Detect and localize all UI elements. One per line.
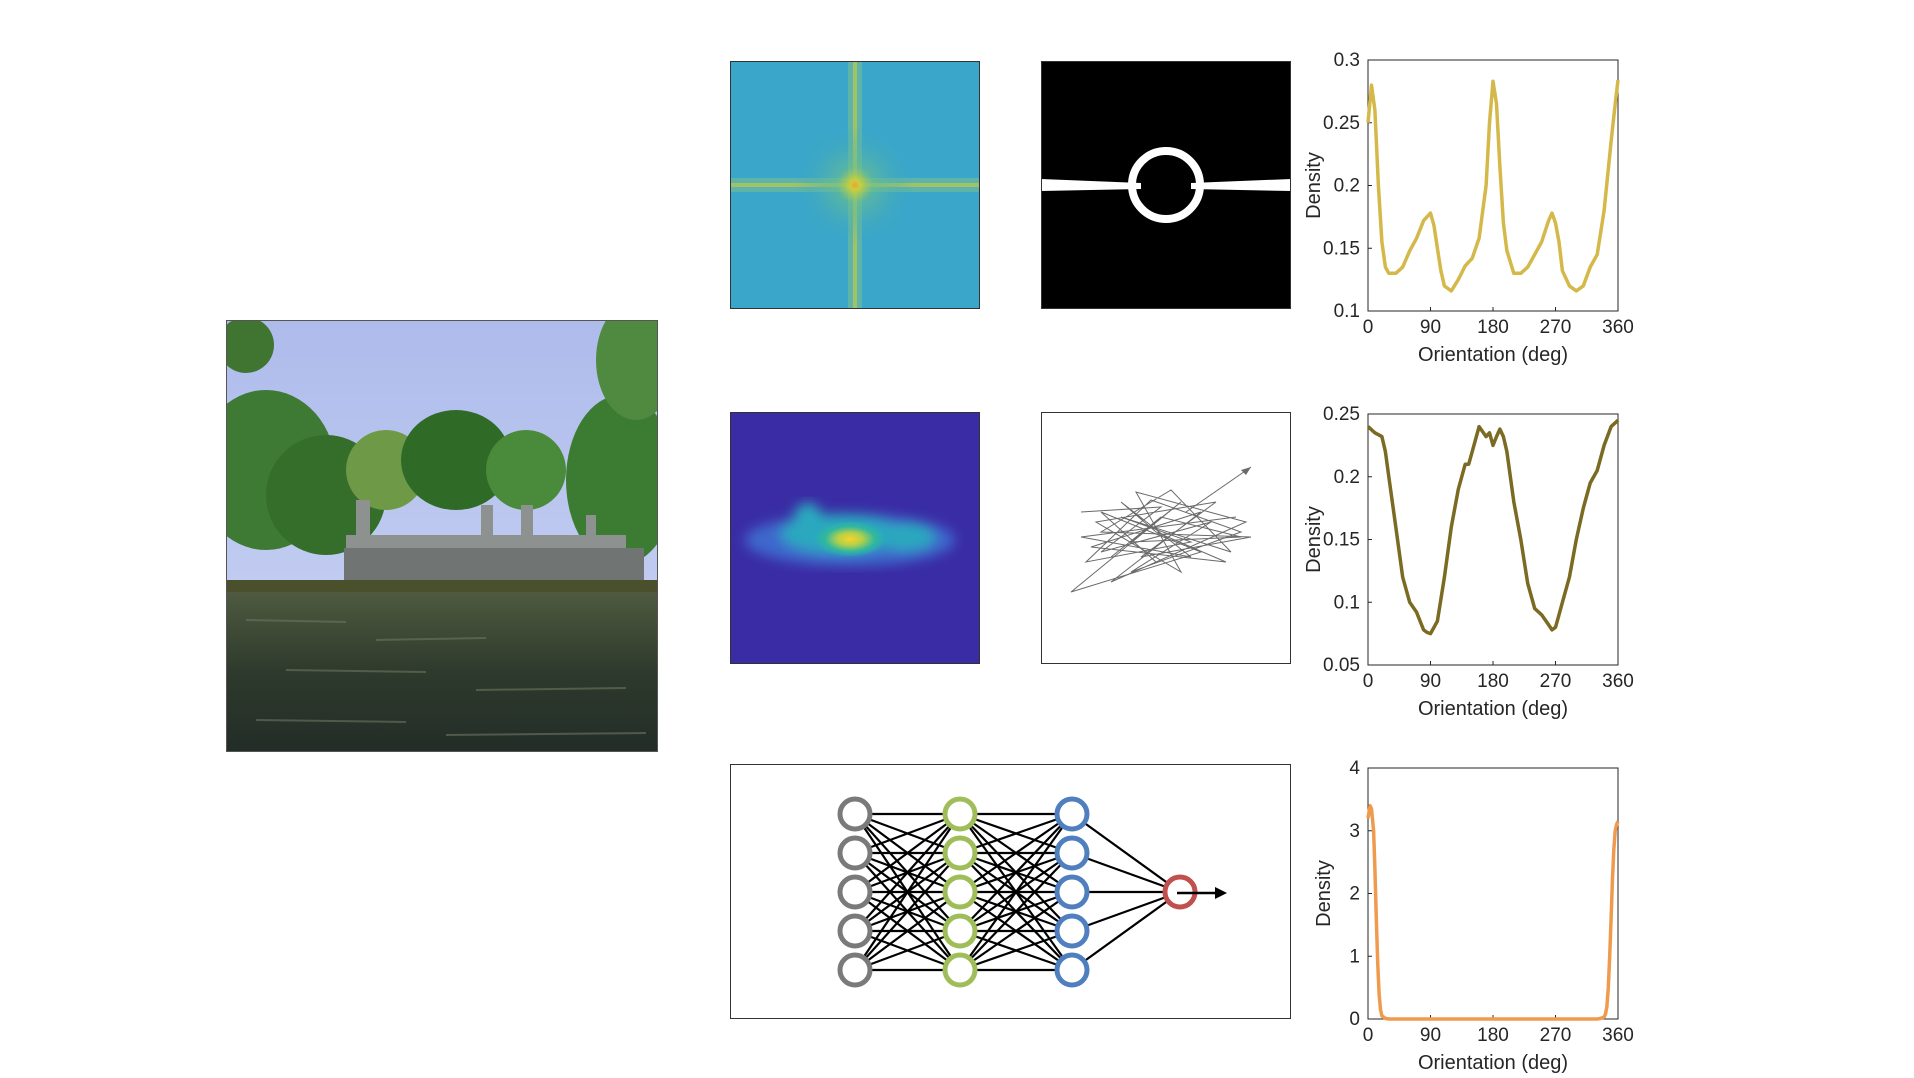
x-tick-label: 360 (1602, 671, 1634, 692)
density-line (1366, 79, 1620, 293)
orientation-mask-map (1041, 61, 1291, 309)
x-tick-label: 180 (1477, 317, 1509, 338)
network-edge (1071, 890, 1181, 933)
network-edge (1071, 851, 1181, 894)
y-tick-label: 0 (1349, 1009, 1360, 1030)
x-axis-label: Orientation (deg) (1418, 344, 1568, 366)
network-edge (959, 891, 1073, 971)
y-tick-label: 4 (1349, 758, 1360, 779)
y-tick-label: 0.3 (1334, 50, 1360, 71)
network-node (942, 796, 978, 832)
network-node (1054, 913, 1090, 949)
y-tick-label: 0.15 (1323, 238, 1360, 259)
y-tick-label: 0.15 (1323, 530, 1360, 551)
neural-network-diagram (730, 764, 1291, 1019)
network-node (942, 913, 978, 949)
y-axis-label: Density (1313, 860, 1335, 927)
network-edge (959, 812, 1073, 855)
x-tick-label: 0 (1363, 671, 1374, 692)
network-node (837, 874, 873, 910)
y-axis-label: Density (1303, 506, 1325, 573)
network-edge (959, 813, 1073, 893)
network-node (837, 796, 873, 832)
x-tick-label: 270 (1540, 1025, 1572, 1046)
x-axis-label: Orientation (deg) (1418, 1052, 1568, 1074)
x-tick-label: 90 (1420, 671, 1441, 692)
network-edge (1071, 813, 1181, 893)
x-tick-label: 180 (1477, 1025, 1509, 1046)
y-tick-label: 0.2 (1334, 467, 1360, 488)
network-edge (854, 813, 961, 893)
network-node (1054, 796, 1090, 832)
bridge (344, 500, 644, 580)
network-edge (854, 813, 961, 971)
network-node (837, 835, 873, 871)
y-axis-label: Density (1303, 152, 1325, 219)
network-node (1054, 952, 1090, 988)
network-node (837, 952, 873, 988)
network-edge (854, 813, 961, 932)
orientation-density-chart-3: 0 90 180 270 360 0 1 2 3 4 Orientation (deg) Densit… (1313, 758, 1634, 1074)
fft-spectrum-map (730, 61, 980, 309)
y-tick-label: 3 (1349, 821, 1360, 842)
network-edge (854, 812, 961, 855)
y-tick-label: 0.25 (1323, 404, 1360, 425)
x-tick-label: 360 (1602, 1025, 1634, 1046)
x-axis-label: Orientation (deg) (1418, 698, 1568, 720)
saliency-heatmap (730, 412, 980, 664)
water (226, 592, 658, 752)
network-edge (959, 813, 1073, 932)
network-node (942, 952, 978, 988)
network-edge (854, 929, 961, 972)
orientation-density-chart-2: 0 90 180 270 360 0.05 0.1 0.15 0.2 0.25 Orientatio… (1303, 404, 1634, 720)
scanpath-map (1041, 412, 1291, 664)
network-node (1054, 835, 1090, 871)
x-tick-label: 360 (1602, 317, 1634, 338)
network-node (942, 835, 978, 871)
network-edge (854, 852, 961, 971)
plot-area (1367, 767, 1619, 1020)
x-tick-label: 270 (1540, 317, 1572, 338)
density-line (1366, 803, 1620, 1021)
plot-area (1367, 413, 1619, 666)
network-edge (959, 929, 1073, 972)
x-tick-label: 90 (1420, 317, 1441, 338)
network-edge (1071, 891, 1181, 971)
y-tick-label: 0.1 (1334, 592, 1360, 613)
network-node (942, 874, 978, 910)
orientation-density-chart-1: 0 90 180 270 360 0.1 0.15 0.2 0.25 0.3 Orientation… (1303, 50, 1634, 366)
y-tick-label: 0.05 (1323, 655, 1360, 676)
x-tick-label: 0 (1363, 317, 1374, 338)
network-edge (959, 852, 1073, 971)
network-node (837, 913, 873, 949)
density-line (1366, 419, 1620, 636)
network-edge (854, 891, 961, 971)
y-tick-label: 1 (1349, 946, 1360, 967)
network-node (1054, 874, 1090, 910)
y-tick-label: 2 (1349, 884, 1360, 905)
network-edge (959, 813, 1073, 971)
x-tick-label: 180 (1477, 671, 1509, 692)
y-tick-label: 0.2 (1334, 176, 1360, 197)
y-tick-label: 0.1 (1334, 301, 1360, 322)
x-tick-label: 0 (1363, 1025, 1374, 1046)
scene-photo (226, 320, 658, 752)
x-tick-label: 270 (1540, 671, 1572, 692)
x-tick-label: 90 (1420, 1025, 1441, 1046)
y-tick-label: 0.25 (1323, 113, 1360, 134)
